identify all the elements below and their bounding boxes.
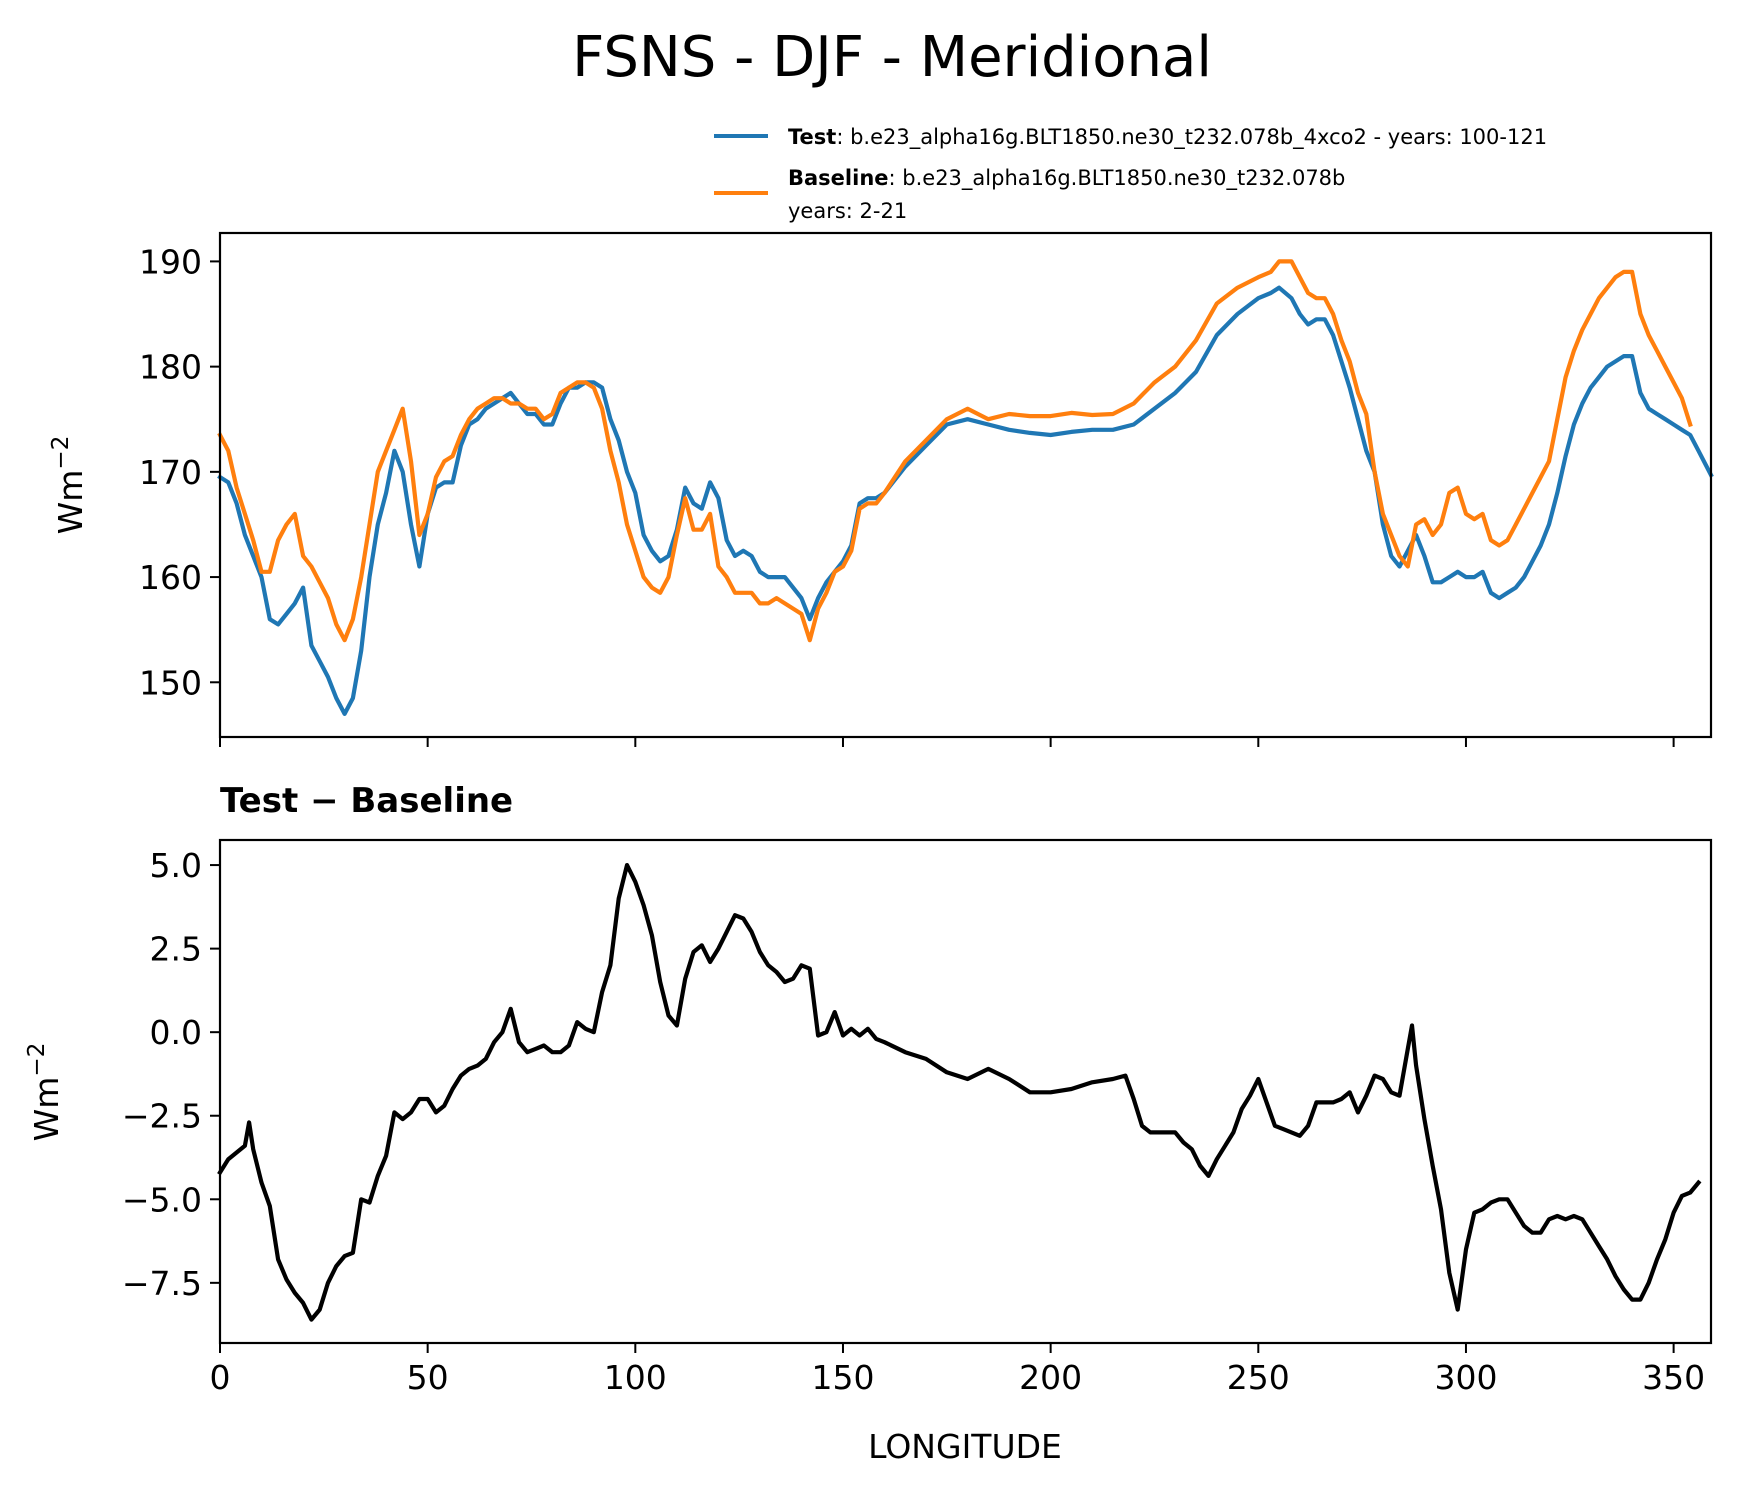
x-tick-label: 350 bbox=[1642, 1358, 1705, 1397]
y-tick-label: 5.0 bbox=[150, 846, 202, 885]
y-tick-label: −2.5 bbox=[122, 1097, 202, 1136]
x-tick-label: 50 bbox=[407, 1358, 449, 1397]
chart-title: FSNS - DJF - Meridional bbox=[572, 25, 1212, 90]
bottom-panel-title: Test − Baseline bbox=[220, 781, 513, 821]
x-axis-label: LONGITUDE bbox=[868, 1427, 1062, 1466]
series-line-difference bbox=[217, 863, 1702, 1322]
series-line-baseline bbox=[217, 259, 1693, 643]
bottom-y-axis-label: Wm−2 bbox=[24, 1043, 66, 1142]
y-tick-label: 150 bbox=[139, 663, 202, 702]
bottom-axes-frame bbox=[218, 838, 1713, 1345]
x-tick-label: 0 bbox=[210, 1358, 231, 1397]
y-tick-label: 170 bbox=[139, 453, 202, 492]
panel-bottom: Test − Baseline −7.5 −5.0 −2.5 0.0 2.5 5.0 0 5… bbox=[24, 781, 1713, 1466]
legend-label-test: Test: b.e23_alpha16g.BLT1850.ne30_t232.0… bbox=[788, 125, 1547, 150]
legend-label-baseline: Baseline: b.e23_alpha16g.BLT1850.ne30_t2… bbox=[788, 166, 1345, 191]
x-tick-label: 300 bbox=[1434, 1358, 1497, 1397]
legend-label-baseline-years: years: 2-21 bbox=[788, 199, 907, 223]
legend: Test: b.e23_alpha16g.BLT1850.ne30_t232.0… bbox=[714, 125, 1547, 223]
x-tick-label: 100 bbox=[604, 1358, 667, 1397]
y-tick-label: −7.5 bbox=[122, 1264, 202, 1303]
top-axes-frame bbox=[218, 231, 1713, 739]
x-tick-label: 150 bbox=[811, 1358, 874, 1397]
x-tick-label: 200 bbox=[1019, 1358, 1082, 1397]
y-tick-label: 2.5 bbox=[150, 930, 202, 969]
top-y-axis-label: Wm−2 bbox=[48, 436, 90, 535]
bottom-y-ticks: −7.5 −5.0 −2.5 0.0 2.5 5.0 bbox=[122, 846, 220, 1303]
y-tick-label: 180 bbox=[139, 348, 202, 387]
y-tick-label: 160 bbox=[139, 558, 202, 597]
top-x-ticks bbox=[219, 737, 1675, 747]
x-tick-label: 250 bbox=[1227, 1358, 1290, 1397]
y-tick-label: 190 bbox=[139, 242, 202, 281]
top-series-group bbox=[217, 259, 1714, 716]
bottom-x-ticks: 0 50 100 150 200 250 300 350 bbox=[210, 1343, 1705, 1397]
series-line-test bbox=[217, 285, 1714, 716]
y-tick-label: −5.0 bbox=[122, 1180, 202, 1219]
y-tick-label: 0.0 bbox=[150, 1013, 202, 1052]
bottom-series-group bbox=[217, 863, 1702, 1322]
panel-top: 150 160 170 180 190 Wm−2 bbox=[48, 231, 1714, 747]
top-y-ticks: 150 160 170 180 190 bbox=[139, 242, 220, 702]
